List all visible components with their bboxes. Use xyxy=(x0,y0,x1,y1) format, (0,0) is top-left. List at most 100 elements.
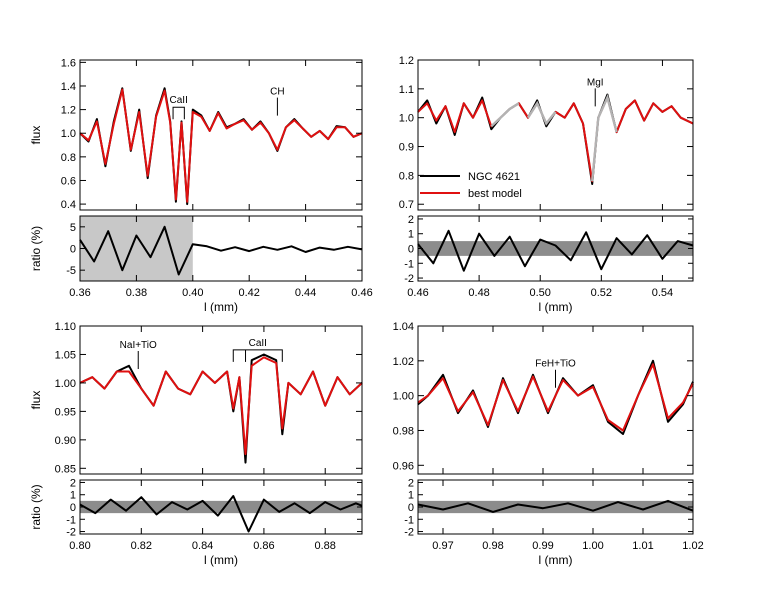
ratio-line xyxy=(417,499,694,513)
flux-tick-label: 1.00 xyxy=(55,378,76,390)
flux-tick-label: 1.05 xyxy=(55,349,76,361)
x-tick-label: 0.36 xyxy=(69,287,90,299)
x-tick-label: 0.82 xyxy=(131,540,152,552)
flux-tick-label: 1.0 xyxy=(61,128,76,140)
panel-bottom-left: 0.80 0.82 0.84 0.86 0.88 0.85 0.90 0.95 1.00 1.05… xyxy=(29,321,363,567)
ratio-tick-label: -1 xyxy=(404,514,414,526)
ratio-tick-label: -2 xyxy=(404,527,414,539)
annotation-label: CaII xyxy=(249,338,267,349)
flux-axes-frame xyxy=(417,325,694,475)
x-tick-label: 0.50 xyxy=(530,287,551,299)
ratio-tick-label: 1 xyxy=(408,229,414,241)
ratio-tick-label: 5 xyxy=(70,222,76,234)
annotation-label: NaI+TiO xyxy=(120,340,157,351)
model-spectrum-line xyxy=(417,363,694,432)
x-axis-label: l (mm) xyxy=(204,553,238,567)
annotation-label: CH xyxy=(270,87,284,98)
x-tick-label: 0.97 xyxy=(432,540,453,552)
flux-tick-label: 0.98 xyxy=(393,425,414,437)
flux-tick-label: 0.8 xyxy=(61,152,76,164)
ratio-tick-label: 2 xyxy=(408,477,414,489)
panel-bottom-right: 0.97 0.98 0.99 1.00 1.01 1.02 0.96 0.98 1.00 1.02… xyxy=(393,321,704,567)
ratio-shade xyxy=(80,216,193,281)
flux-tick-label: 0.6 xyxy=(61,175,76,187)
x-tick-label: 0.48 xyxy=(468,287,489,299)
flux-tick-label: 0.96 xyxy=(393,460,414,472)
ratio-tick-label: -5 xyxy=(66,265,76,277)
flux-axes-frame xyxy=(79,325,363,475)
x-tick-label: 0.40 xyxy=(182,287,203,299)
flux-tick-label: 0.90 xyxy=(55,435,76,447)
flux-axis-label: flux xyxy=(29,126,43,145)
masked-region-2 xyxy=(591,93,618,182)
flux-tick-label: 1.02 xyxy=(393,356,414,368)
x-axis-label: l (mm) xyxy=(539,553,573,567)
ratio-line xyxy=(79,225,363,276)
legend-label-model: best model xyxy=(468,188,522,200)
ratio-tick-label: -1 xyxy=(404,258,414,270)
ratio-tick-label: 0 xyxy=(70,244,76,256)
flux-axes-frame xyxy=(417,59,694,211)
x-tick-label: 0.46 xyxy=(351,287,372,299)
flux-tick-label: 0.7 xyxy=(399,199,414,211)
x-tick-label: 1.02 xyxy=(682,540,703,552)
ratio-tick-label: -2 xyxy=(66,527,76,539)
x-tick-label: 0.52 xyxy=(591,287,612,299)
ratio-line xyxy=(79,495,363,533)
x-tick-label: 0.99 xyxy=(532,540,553,552)
ratio-tick-label: 2 xyxy=(408,214,414,226)
flux-axis-label: flux xyxy=(29,391,43,410)
flux-tick-label: 1.0 xyxy=(399,113,414,125)
ratio-tick-label: 0 xyxy=(408,244,414,256)
x-tick-label: 0.88 xyxy=(315,540,336,552)
x-tick-label: 0.98 xyxy=(482,540,503,552)
model-spectrum-line xyxy=(79,356,363,456)
ratio-tick-label: 0 xyxy=(408,502,414,514)
ratio-axis-label: ratio (%) xyxy=(29,226,43,271)
x-axis-label: l (mm) xyxy=(539,300,573,314)
legend: NGC 4621 best model xyxy=(420,171,522,200)
legend-label-observed: NGC 4621 xyxy=(468,171,520,183)
masked-region-1 xyxy=(526,100,557,126)
annotation-label: FeH+TiO xyxy=(535,359,576,370)
ratio-tick-label: 0 xyxy=(70,502,76,514)
panel-top-left: 0.36 0.38 0.40 0.42 0.44 0.46 0.4 0.6 0.8 1.0 1.2 1… xyxy=(29,57,373,314)
x-tick-label: 0.38 xyxy=(126,287,147,299)
flux-tick-label: 1.2 xyxy=(61,105,76,117)
flux-axes-frame xyxy=(79,59,363,211)
ratio-line xyxy=(417,229,694,272)
flux-tick-label: 1.4 xyxy=(61,81,76,93)
annotation-label: CaII xyxy=(170,95,188,106)
flux-tick-label: 1.10 xyxy=(55,321,76,333)
flux-tick-label: 0.4 xyxy=(61,199,76,211)
model-spectrum-line xyxy=(417,96,694,183)
flux-tick-label: 0.8 xyxy=(399,170,414,182)
ratio-axis-label: ratio (%) xyxy=(29,484,43,529)
x-tick-label: 0.42 xyxy=(238,287,259,299)
masked-region-0 xyxy=(490,102,520,128)
x-tick-label: 0.86 xyxy=(253,540,274,552)
annotation-bracket xyxy=(172,106,185,120)
ratio-tick-label: -1 xyxy=(66,514,76,526)
flux-tick-label: 0.85 xyxy=(55,463,76,475)
flux-tick-label: 1.6 xyxy=(61,57,76,69)
x-tick-label: 0.80 xyxy=(69,540,90,552)
flux-tick-label: 1.04 xyxy=(393,321,414,333)
model-spectrum-line xyxy=(79,88,363,203)
flux-tick-label: 1.2 xyxy=(399,55,414,67)
panel-top-right: 0.46 0.48 0.50 0.52 0.54 0.7 0.8 0.9 1.0 1.1 1.2 -2… xyxy=(399,55,694,314)
x-tick-label: 0.54 xyxy=(652,287,673,299)
ratio-tick-label: 2 xyxy=(70,477,76,489)
x-tick-label: 1.00 xyxy=(582,540,603,552)
flux-tick-label: 0.95 xyxy=(55,406,76,418)
panels: 0.36 0.38 0.40 0.42 0.44 0.46 0.4 0.6 0.8 1.0 1.2 1… xyxy=(29,55,704,567)
x-tick-label: 0.84 xyxy=(192,540,213,552)
flux-tick-label: 1.1 xyxy=(399,84,414,96)
ratio-tick-label: 1 xyxy=(408,490,414,502)
x-axis-label: l (mm) xyxy=(204,300,238,314)
x-tick-label: 0.46 xyxy=(407,287,428,299)
x-tick-label: 1.01 xyxy=(632,540,653,552)
flux-tick-label: 1.00 xyxy=(393,391,414,403)
flux-tick-label: 0.9 xyxy=(399,142,414,154)
